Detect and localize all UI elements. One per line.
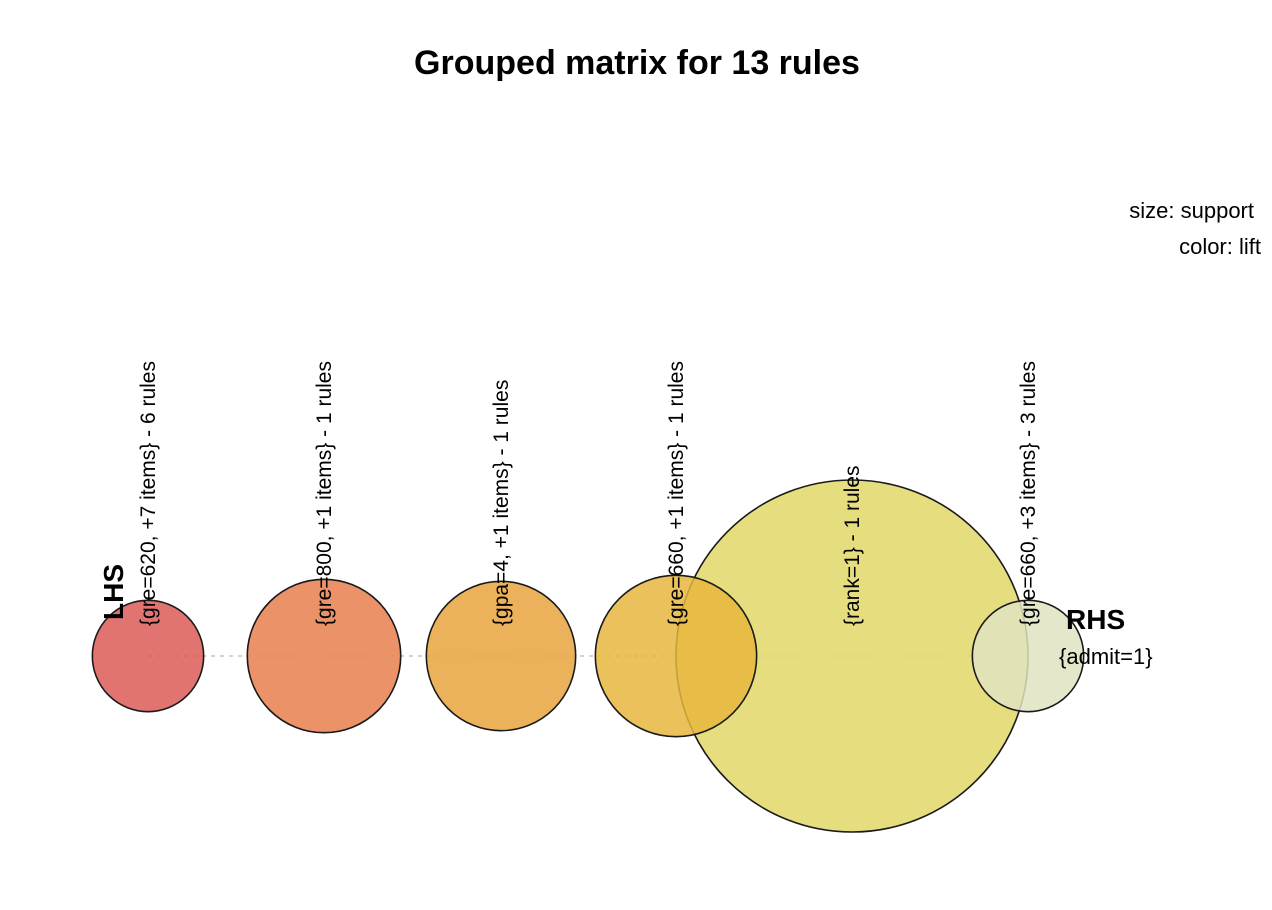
- rhs-item-labels: {admit=1}: [1059, 644, 1153, 669]
- rule-group-bubble: [971, 599, 1085, 713]
- rule-group-bubble: [594, 574, 758, 738]
- lhs-group-label: {gre=620, +7 items} - 6 rules: [137, 361, 160, 626]
- lhs-group-label: {gre=660, +3 items} - 3 rules: [1017, 361, 1040, 626]
- rule-group-bubble: [91, 599, 205, 713]
- lhs-group-labels: {gre=620, +7 items} - 6 rules {gre=800, +…: [137, 361, 1040, 626]
- lhs-group-label: {gpa=4, +1 items} - 1 rules: [490, 380, 513, 626]
- rule-group-bubble: [246, 578, 402, 734]
- lhs-group-label: {rank=1} - 1 rules: [841, 465, 864, 626]
- rule-group-bubble: [425, 580, 577, 732]
- lhs-group-label: {gre=800, +1 items} - 1 rules: [313, 361, 336, 626]
- lhs-axis-title: LHS: [98, 564, 129, 620]
- rhs-item-label: {admit=1}: [1059, 644, 1153, 669]
- rhs-axis-title: RHS: [1066, 604, 1125, 635]
- lhs-group-label: {gre=660, +1 items} - 1 rules: [665, 361, 688, 626]
- bubble-layer: [91, 479, 1085, 833]
- legend-size-label: size: support: [1129, 198, 1254, 223]
- chart-title: Grouped matrix for 13 rules: [414, 44, 860, 82]
- legend-color-label: color: lift: [1179, 234, 1261, 259]
